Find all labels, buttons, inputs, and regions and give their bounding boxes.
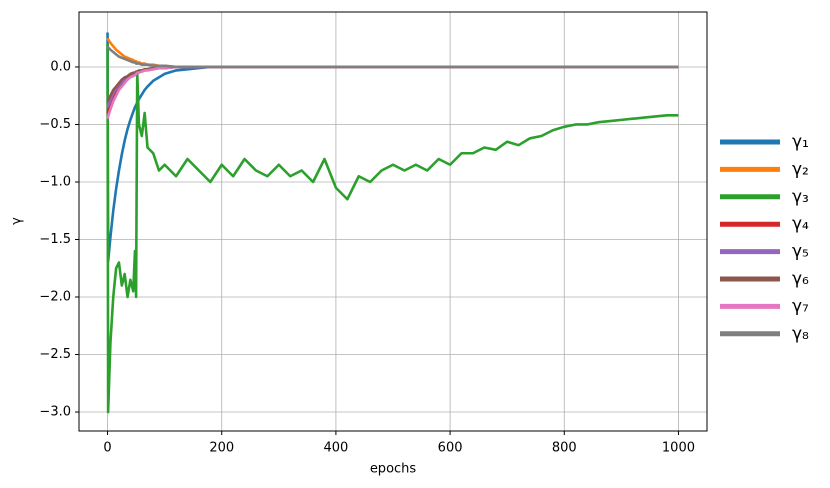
- x-tick-label: 0: [103, 441, 111, 456]
- y-tick-label: 0.0: [50, 59, 71, 74]
- legend-label: γ₇: [792, 296, 809, 316]
- legend-label: γ₃: [792, 187, 809, 207]
- plot-frame: [78, 11, 708, 432]
- y-axis-label: γ: [10, 217, 25, 225]
- y-tick-label: −3.0: [39, 405, 71, 420]
- x-axis-label: epochs: [370, 462, 417, 477]
- x-tick-label: 800: [552, 441, 577, 456]
- legend-label: γ₁: [792, 132, 809, 152]
- legend-label: γ₅: [792, 242, 809, 262]
- data-line: [106, 65, 679, 120]
- y-tick-label: −2.0: [39, 290, 71, 305]
- x-tick-label: 400: [323, 441, 348, 456]
- data-line: [106, 37, 679, 69]
- x-tick-label: 200: [209, 441, 234, 456]
- y-tick-label: −1.5: [39, 232, 71, 247]
- y-tick-label: −0.5: [39, 117, 71, 132]
- legend-label: γ₄: [792, 214, 809, 234]
- legend-label: γ₈: [792, 324, 809, 344]
- y-tick-label: −1.0: [39, 174, 71, 189]
- legend-label: γ₂: [792, 159, 809, 179]
- data-line: [106, 65, 679, 108]
- x-tick-label: 600: [438, 441, 463, 456]
- data-line: [106, 65, 679, 103]
- x-tick-label: 1000: [662, 441, 695, 456]
- legend-label: γ₆: [792, 269, 809, 289]
- y-tick-label: −2.5: [39, 347, 71, 362]
- data-line: [106, 43, 679, 414]
- data-line: [106, 45, 679, 69]
- data-line: [106, 65, 679, 114]
